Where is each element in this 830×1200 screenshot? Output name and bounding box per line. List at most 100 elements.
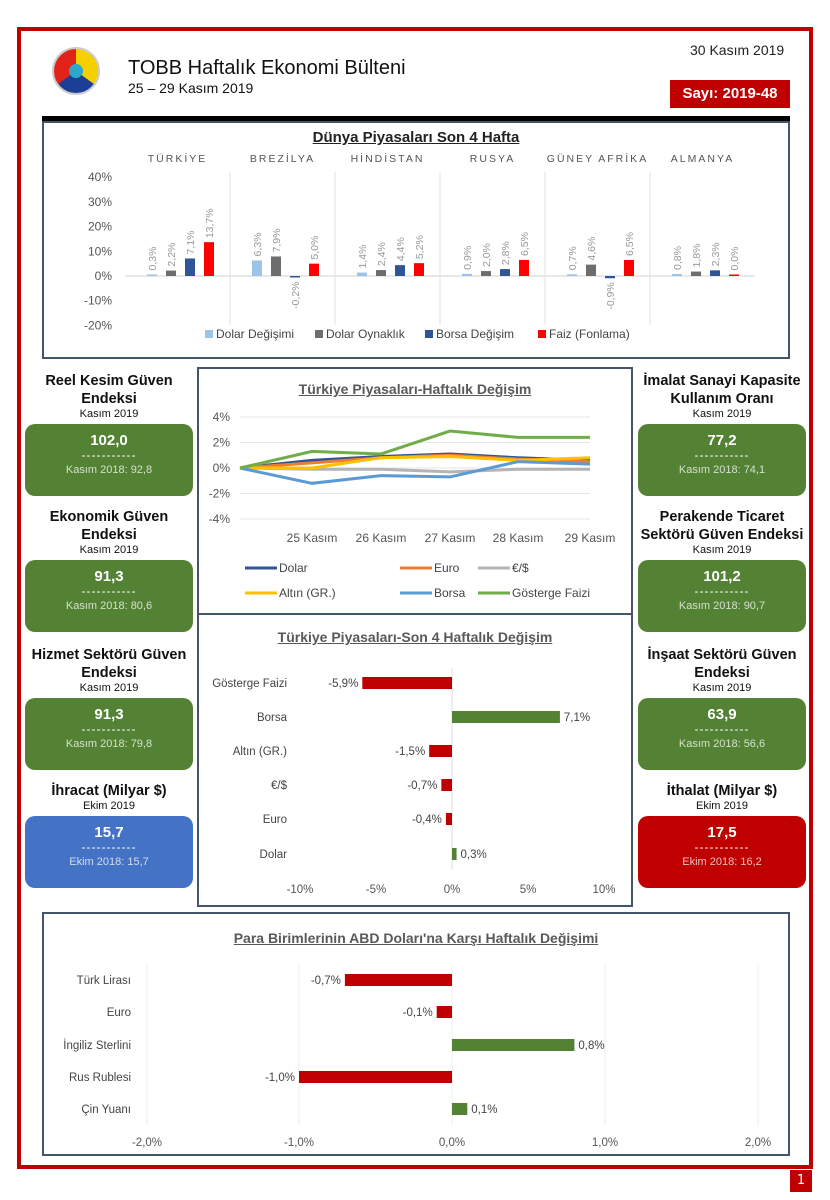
bar (436, 1006, 452, 1018)
x-tick-label: -1,0% (284, 1137, 314, 1149)
legend-label: Faiz (Fonlama) (549, 327, 630, 341)
bar (567, 274, 577, 276)
category-label: ALMANYA (671, 153, 734, 165)
currency-chart-box: Para Birimlerinin ABD Doları'na Karşı Ha… (42, 912, 790, 1156)
data-label: 7,9% (271, 229, 283, 253)
bar (605, 276, 615, 279)
data-label: 13,7% (204, 208, 216, 238)
indicator-title: Reel Kesim Güven Endeksi (45, 373, 173, 407)
data-label: 2,8% (500, 241, 512, 265)
y-tick-label: 0% (95, 269, 113, 283)
indicator-value: 101,2 (703, 568, 741, 585)
chart-title: Dünya Piyasaları Son 4 Hafta (312, 129, 520, 146)
data-label: 2,2% (166, 243, 178, 267)
category-label: Dolar (260, 849, 288, 861)
bar (166, 270, 176, 276)
bar (691, 271, 701, 276)
publication-date: 30 Kasım 2019 (690, 42, 785, 58)
indicator-previous: Kasım 2018: 92,8 (65, 464, 153, 476)
category-label: Euro (107, 1007, 131, 1019)
turkey-4week-chart-box: Türkiye Piyasaları-Son 4 Haftalık Değişi… (197, 613, 633, 907)
data-label: 1,8% (691, 244, 703, 268)
x-tick-label: 0,0% (439, 1137, 465, 1149)
indicator-divider: ----------- (694, 584, 750, 598)
indicator-panel: İnşaat Sektörü Güven Endeksi Kasım 2019 … (638, 646, 806, 770)
bar (271, 256, 281, 276)
indicator-value: 17,5 (707, 824, 737, 841)
bar (309, 263, 319, 276)
bar (376, 270, 386, 276)
legend-label: Altın (GR.) (279, 586, 336, 600)
x-tick-label: 27 Kasım (425, 531, 476, 545)
legend-label: Dolar Oynaklık (326, 327, 406, 341)
bar (344, 974, 452, 986)
legend-label: Dolar (279, 561, 308, 575)
bar (299, 1071, 452, 1083)
x-tick-label: 5% (520, 884, 537, 896)
bar (672, 274, 682, 276)
indicator-previous: Kasım 2018: 74,1 (678, 464, 766, 476)
data-label: 0,0% (729, 247, 741, 271)
category-label: Türk Lirası (77, 975, 131, 987)
legend-label: Euro (434, 561, 460, 575)
indicator-divider: ----------- (81, 840, 137, 854)
x-tick-label: 10% (592, 884, 615, 896)
legend-swatch (538, 330, 546, 338)
bar (710, 270, 720, 276)
x-tick-label: -2,0% (132, 1137, 162, 1149)
chart-title: Para Birimlerinin ABD Doları'na Karşı Ha… (233, 930, 599, 946)
x-tick-label: 29 Kasım (565, 531, 616, 545)
legend-label: Dolar Değişimi (216, 327, 294, 341)
bar (414, 263, 424, 276)
indicator-panel: İhracat (Milyar $) Ekim 2019 15,7 ------… (25, 782, 193, 888)
indicator-title: İthalat (Milyar $) (666, 783, 778, 799)
y-tick-label: 30% (88, 195, 112, 209)
indicator-value: 63,9 (707, 706, 737, 723)
indicator-card: 91,3 ----------- Kasım 2018: 80,6 (25, 560, 193, 632)
indicator-card: 17,5 ----------- Ekim 2018: 16,2 (638, 816, 806, 888)
data-label: 0,3% (461, 849, 487, 861)
indicator-panel: İmalat Sanayi Kapasite Kullanım Oranı Ka… (638, 372, 806, 496)
indicator-title: İnşaat Sektörü Güven Endeksi (647, 647, 797, 681)
legend-label: Gösterge Faizi (512, 586, 590, 600)
series-line (240, 455, 591, 470)
tobb-logo (52, 47, 100, 95)
y-tick-label: -20% (84, 318, 112, 332)
bar (252, 260, 262, 276)
indicator-value: 91,3 (94, 706, 124, 723)
bar (452, 711, 560, 723)
legend-swatch (425, 330, 433, 338)
indicator-period: Ekim 2019 (83, 800, 135, 812)
x-tick-label: 1,0% (592, 1137, 618, 1149)
indicator-divider: ----------- (81, 722, 137, 736)
legend-label: Borsa (434, 586, 466, 600)
bar (357, 272, 367, 276)
legend-label: €/$ (512, 561, 529, 575)
data-label: 5,0% (309, 236, 321, 260)
indicator-period: Kasım 2019 (692, 544, 752, 556)
bar (481, 271, 491, 276)
legend-swatch (205, 330, 213, 338)
indicator-divider: ----------- (694, 722, 750, 736)
data-label: -1,0% (265, 1072, 295, 1084)
series-line (239, 429, 590, 470)
indicator-value: 15,7 (94, 824, 124, 841)
indicator-previous: Ekim 2018: 16,2 (682, 856, 762, 868)
chart-title: Türkiye Piyasaları-Haftalık Değişim (298, 381, 532, 397)
bar (624, 259, 634, 276)
indicator-value: 102,0 (90, 432, 128, 449)
bar (362, 677, 452, 689)
bar (204, 242, 214, 276)
world-markets-chart-box: Dünya Piyasaları Son 4 Hafta (42, 121, 790, 359)
category-label: İngiliz Sterlini (63, 1039, 131, 1052)
category-label: Borsa (257, 712, 288, 724)
indicator-panel: Perakende Ticaret Sektörü Güven Endeksi … (638, 508, 806, 632)
y-tick-label: 40% (88, 170, 112, 184)
y-tick-label: -2% (209, 487, 231, 501)
category-label: Gösterge Faizi (212, 678, 287, 690)
data-label: -1,5% (395, 746, 425, 758)
category-label: €/$ (271, 780, 288, 792)
y-tick-label: 20% (88, 220, 112, 234)
data-label: 2,4% (376, 242, 388, 266)
data-label: 0,1% (471, 1104, 497, 1116)
